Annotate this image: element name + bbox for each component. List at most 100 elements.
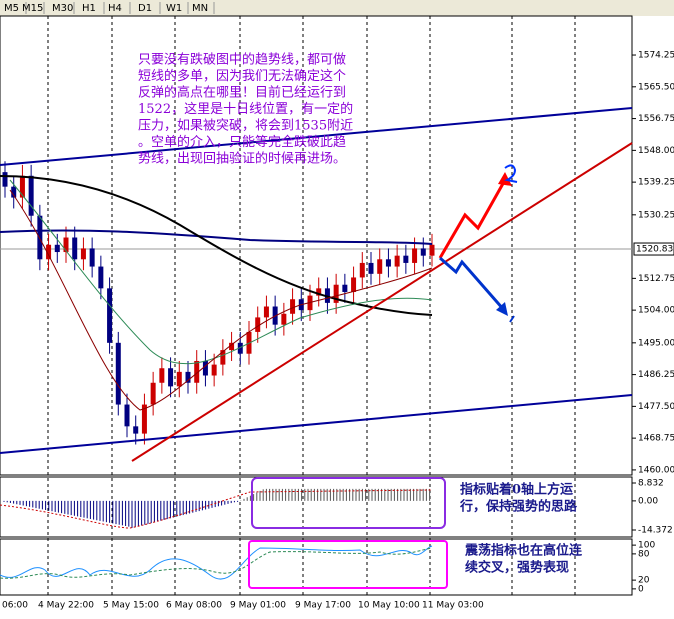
- candle-body: [98, 266, 104, 289]
- candle-body: [46, 244, 52, 260]
- indicator-2-highlight: [248, 540, 448, 589]
- indicator-tick-label: 80: [638, 549, 650, 559]
- indicator-tick-label: -14.372: [638, 525, 673, 535]
- down-arrow: [439, 256, 506, 311]
- candle-body: [412, 248, 418, 263]
- candle-body: [80, 248, 86, 260]
- current-price-box: [633, 242, 674, 256]
- y-tick-label: 1565.50: [638, 82, 674, 92]
- candle-body: [394, 255, 400, 267]
- candle-body: [385, 259, 391, 267]
- candle-body: [2, 172, 8, 187]
- candle-body: [220, 350, 226, 365]
- timeframe-button[interactable]: H4: [108, 3, 122, 14]
- up-arrow: [438, 179, 507, 259]
- candle-body: [150, 382, 156, 405]
- indicator-tick-label: 20: [638, 576, 650, 586]
- candle-body: [316, 288, 322, 296]
- candle-body: [255, 317, 261, 332]
- candle-body: [194, 360, 200, 383]
- candle-body: [290, 299, 296, 314]
- upper-channel-line: [0, 107, 633, 166]
- candle-body: [420, 248, 426, 256]
- timeframe-button[interactable]: M5: [4, 3, 19, 14]
- timeframe-button[interactable]: M15: [22, 3, 43, 14]
- indicator-tick-label: 0: [638, 584, 644, 594]
- annotation-line: 反弹的高点在哪里！目前已经运行到: [138, 85, 346, 101]
- x-tick-label: 06:00: [2, 601, 28, 611]
- candle-body: [185, 371, 191, 383]
- up-arrow-head: [498, 172, 512, 186]
- timeframe-button[interactable]: W1: [166, 3, 182, 14]
- x-tick-label: 9 May 01:00: [230, 601, 286, 611]
- x-tick-label: 11 May 03:00: [422, 601, 484, 611]
- candle-body: [176, 371, 182, 387]
- y-tick-label: 1486.25: [638, 370, 674, 380]
- candle-body: [237, 342, 243, 354]
- indicator-2-signal: [0, 547, 433, 579]
- main-plot: [0, 15, 633, 476]
- candle-body: [429, 244, 435, 256]
- annotation-line: 1522，这里是十日线位置，有一定的: [138, 101, 353, 117]
- indicator-note: 指标贴着0轴上方运: [460, 482, 573, 498]
- down-arrow-head: [496, 302, 508, 316]
- candle-body: [11, 186, 17, 198]
- indicator-tick-label: 100: [638, 541, 655, 551]
- candle-body: [28, 175, 34, 216]
- candle-body: [333, 284, 339, 303]
- scenario-mark-2: [503, 164, 518, 183]
- y-tick-label: 1556.75: [638, 114, 674, 124]
- indicator-note: 行，保持强势的思路: [459, 499, 578, 515]
- candle-body: [63, 237, 69, 253]
- candle-body: [124, 404, 130, 427]
- ma-long: [0, 229, 433, 245]
- candle-body: [159, 368, 165, 383]
- toolbar: [0, 0, 674, 16]
- y-tick-label: 1460.00: [638, 465, 674, 475]
- y-tick-label: 1477.50: [638, 402, 674, 412]
- indicator-2-plot: [0, 538, 633, 596]
- timeframe-button[interactable]: D1: [138, 3, 152, 14]
- candle-body: [351, 277, 357, 292]
- indicator-tick-label: 8.832: [638, 478, 664, 488]
- ma-short-1: [9, 189, 433, 411]
- candle-body: [54, 244, 60, 253]
- candle-body: [141, 404, 147, 434]
- candle-body: [229, 342, 235, 351]
- ma-short-2: [9, 179, 433, 365]
- candle-body: [342, 284, 348, 292]
- x-tick-label: 9 May 17:00: [295, 601, 351, 611]
- timeframe-button[interactable]: MN: [192, 3, 208, 14]
- candle-body: [202, 360, 208, 376]
- candle-body: [211, 364, 217, 376]
- y-tick-label: 1574.25: [638, 51, 674, 61]
- timeframe-button[interactable]: M30: [52, 3, 73, 14]
- y-tick-label: 1548.00: [638, 146, 674, 156]
- y-tick-label: 1539.25: [638, 178, 674, 188]
- indicator-tick-label: 0.00: [638, 496, 658, 506]
- candle-body: [403, 255, 409, 263]
- scenario-mark-1: [509, 315, 515, 323]
- current-price-label: 1520.83: [636, 245, 673, 255]
- candle-body: [359, 262, 365, 278]
- candle-body: [115, 342, 121, 405]
- indicator-1-signal: [0, 489, 433, 529]
- candle-body: [89, 248, 95, 267]
- trend-line: [131, 142, 633, 462]
- timeframe-button[interactable]: H1: [82, 3, 96, 14]
- x-tick-label: 6 May 08:00: [166, 601, 222, 611]
- candle-body: [19, 175, 25, 198]
- x-tick-label: 10 May 10:00: [358, 601, 420, 611]
- candle-body: [377, 259, 383, 274]
- x-tick-label: 5 May 15:00: [103, 601, 159, 611]
- candle-body: [107, 288, 113, 343]
- annotation-line: 短线的多单，因为我们无法确定这个: [138, 68, 346, 84]
- indicator-1-highlight: [251, 477, 446, 529]
- ma-mid: [0, 175, 433, 316]
- lower-channel-line: [0, 394, 633, 454]
- annotation-line: 势线，出现回抽验证的时候再进场。: [138, 151, 346, 167]
- candle-body: [263, 306, 269, 318]
- candle-body: [281, 313, 287, 325]
- candle-body: [168, 368, 174, 387]
- candle-body: [72, 237, 78, 260]
